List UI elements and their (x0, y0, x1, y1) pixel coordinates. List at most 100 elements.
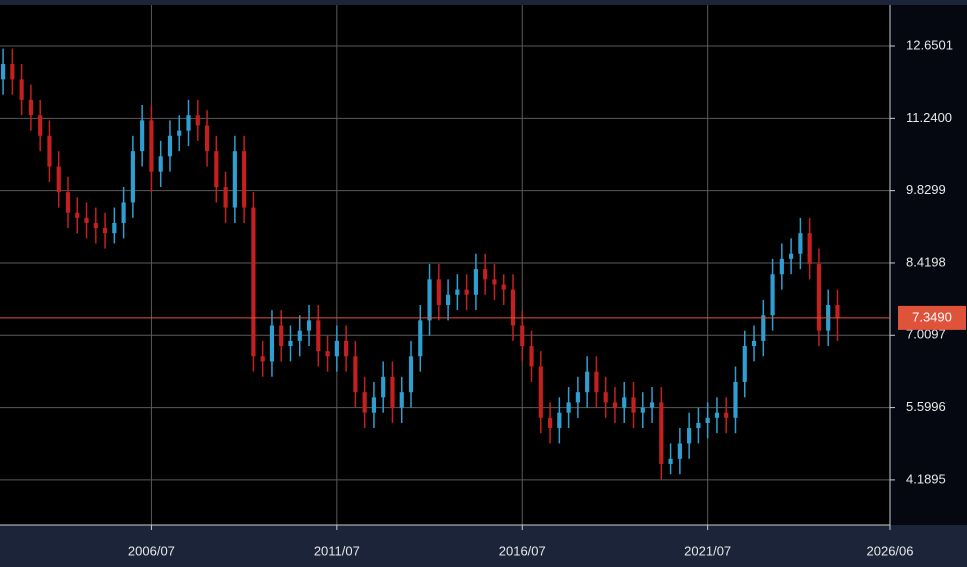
candle-body (362, 392, 367, 413)
y-tick-label: 11.2400 (906, 110, 952, 125)
candle-body (47, 135, 52, 167)
candle-body (761, 315, 766, 341)
candle-body (427, 279, 432, 321)
candle-body (251, 207, 256, 357)
candle-body (288, 340, 293, 347)
x-tick-label: 2011/07 (314, 543, 360, 558)
candle-body (260, 356, 265, 362)
x-tick-label: 2026/06 (867, 543, 914, 558)
candle-body (344, 340, 349, 357)
candle-body (520, 325, 525, 347)
candle-body (65, 192, 71, 213)
y-tick-label: 5.5996 (906, 399, 946, 414)
candle-body (279, 325, 284, 347)
candle-body (93, 222, 98, 229)
candle-body (75, 212, 80, 218)
candle-body (325, 351, 330, 357)
candle-body (1, 63, 6, 80)
candle-body (585, 371, 590, 393)
candle-body (112, 222, 117, 234)
candle-body (316, 320, 321, 352)
candle-body (381, 376, 386, 398)
candle-body (149, 120, 154, 172)
candle-body (269, 325, 275, 362)
candle-body (566, 402, 571, 413)
candle-body (186, 115, 191, 131)
candle-body (640, 407, 645, 413)
candle-body (177, 130, 182, 136)
candle-body (158, 156, 163, 172)
candle-body (677, 443, 682, 459)
candle-body (733, 381, 738, 418)
candle-body (594, 371, 599, 393)
candle-body (510, 289, 516, 326)
x-tick-label: 2016/07 (499, 543, 546, 558)
y-tick-label: 7.0097 (906, 327, 946, 342)
candle-body (816, 263, 822, 331)
candle-body (167, 135, 173, 157)
candle-body (789, 253, 794, 259)
candle-body (547, 417, 553, 429)
y-axis-area (890, 5, 967, 525)
x-tick-label: 2021/07 (684, 543, 731, 558)
candle-body (204, 125, 210, 152)
candle-body (223, 187, 228, 208)
candle-body (418, 320, 423, 357)
last-price-box (898, 305, 966, 330)
candle-body (130, 151, 135, 203)
y-tick-label: 8.4198 (906, 254, 946, 269)
candle-body (622, 397, 627, 408)
candle-body (770, 274, 775, 316)
candle-body (334, 340, 339, 357)
candle-body (455, 289, 460, 295)
candle-body (501, 284, 506, 290)
candle-body (473, 269, 478, 295)
x-tick-label: 2006/07 (128, 543, 175, 558)
candle-body (242, 151, 247, 208)
plot-area (0, 5, 890, 525)
candle-body (557, 412, 562, 429)
candle-body (492, 279, 497, 285)
candle-body (714, 412, 720, 418)
candle-body (195, 115, 200, 126)
candle-body (353, 356, 358, 393)
candle-body (798, 233, 803, 254)
candle-body (529, 346, 534, 367)
candle-body (306, 320, 312, 331)
candle-body (603, 392, 608, 403)
candle-body (214, 151, 219, 188)
candle-body (575, 392, 580, 403)
candle-body (38, 115, 43, 136)
candle-body (19, 79, 24, 100)
candle-body (371, 397, 377, 413)
candle-body (612, 402, 618, 408)
candle-body (649, 402, 655, 408)
candle-body (696, 422, 701, 429)
candle-body (446, 294, 451, 305)
candle-body (436, 279, 441, 305)
candle-body (297, 330, 302, 341)
candle-body (538, 366, 543, 418)
y-tick-label: 9.8299 (906, 182, 946, 197)
candle-body (631, 397, 636, 413)
candle-body (779, 258, 784, 275)
candle-body (390, 376, 395, 408)
candle-body (742, 346, 747, 382)
candle-body (464, 289, 469, 295)
candle-body (408, 356, 414, 393)
candle-body (659, 402, 664, 464)
candle-body (835, 305, 840, 318)
candle-body (687, 428, 692, 444)
last-price-label: 7.3490 (912, 309, 952, 324)
candle-body (668, 458, 673, 464)
candle-body (751, 340, 757, 347)
candle-body (483, 269, 488, 280)
candle-body (724, 412, 729, 418)
candle-body (10, 63, 15, 80)
candle-body (140, 120, 145, 152)
candle-body (84, 217, 89, 223)
candle-body (102, 228, 108, 234)
y-tick-label: 12.6501 (906, 37, 953, 52)
